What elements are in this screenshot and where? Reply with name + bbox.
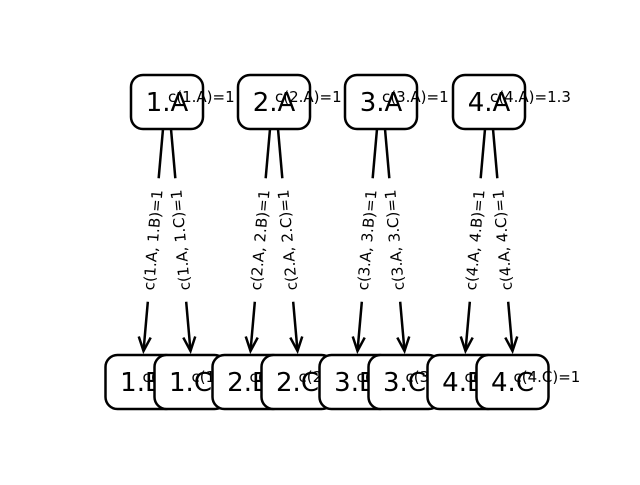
node-label: 4.A xyxy=(468,88,511,118)
arrow-head-icon xyxy=(351,336,366,355)
edge-label: c(2.A, 2.C)=1 xyxy=(274,189,301,291)
edge-label: c(4.A, 4.C)=1 xyxy=(489,189,516,291)
node-label: 3.A xyxy=(360,88,403,118)
edge-line xyxy=(142,301,150,352)
node-1-a: 1.Ac(1.A)=1 xyxy=(129,73,235,131)
edge-line xyxy=(383,128,391,179)
edge-1-a-to-1-b: c(1.A, 1.B)=1 xyxy=(137,128,167,355)
edge-1-a-to-1-c: c(1.A, 1.C)=1 xyxy=(167,128,197,355)
arrow-head-icon xyxy=(289,336,304,355)
edge-line xyxy=(491,128,499,179)
node-label: 2.A xyxy=(253,88,296,118)
arrow-head-icon xyxy=(137,336,152,355)
node-cost-label: c(4.A)=1.3 xyxy=(490,88,571,106)
node-4-c: 4.Cc(4.C)=1 xyxy=(475,353,581,411)
edge-label: c(3.A, 3.C)=1 xyxy=(381,189,408,291)
edge-3-a-to-3-b: c(3.A, 3.B)=1 xyxy=(351,128,381,355)
node-cost-label: c(4.C)=1 xyxy=(514,368,581,386)
edge-line xyxy=(157,128,165,179)
edge-line xyxy=(291,301,299,352)
node-2-a: 2.Ac(2.A)=1 xyxy=(236,73,342,131)
edge-line xyxy=(184,301,192,352)
edge-line xyxy=(398,301,406,352)
nodes-layer: 1.Bc(1.B)=11.Cc(1.C)=12.Bc(2.B)=12.Cc(2.… xyxy=(104,73,581,411)
node-label: 4.C xyxy=(491,368,534,398)
node-3-a: 3.Ac(3.A)=1 xyxy=(343,73,449,131)
node-box xyxy=(236,73,312,131)
edge-line xyxy=(371,128,379,179)
edge-label: c(1.A, 1.C)=1 xyxy=(167,189,194,291)
node-box xyxy=(451,73,527,131)
edge-line xyxy=(249,301,257,352)
edge-4-a-to-4-c: c(4.A, 4.C)=1 xyxy=(489,128,519,355)
node-cost-label: c(3.A)=1 xyxy=(382,88,449,106)
node-label: 1.A xyxy=(146,88,189,118)
edge-label: c(4.A, 4.B)=1 xyxy=(462,189,489,291)
edge-line xyxy=(464,301,472,352)
edge-2-a-to-2-b: c(2.A, 2.B)=1 xyxy=(244,128,274,355)
node-box xyxy=(343,73,419,131)
edge-4-a-to-4-b: c(4.A, 4.B)=1 xyxy=(459,128,489,355)
node-box xyxy=(129,73,205,131)
edge-label: c(3.A, 3.B)=1 xyxy=(354,189,381,291)
edges-layer: c(1.A, 1.B)=1 c(1.A, 1.C)=1 c(2.A, 2.B)=1 c… xyxy=(137,128,519,355)
edge-3-a-to-3-c: c(3.A, 3.C)=1 xyxy=(381,128,411,355)
node-cost-label: c(1.A)=1 xyxy=(168,88,235,106)
arrow-head-icon xyxy=(182,336,197,355)
edge-line xyxy=(169,128,177,179)
node-box xyxy=(475,353,550,411)
node-label: 3.C xyxy=(383,368,426,398)
edge-line xyxy=(479,128,487,179)
arrow-head-icon xyxy=(396,336,411,355)
arrow-head-icon xyxy=(459,336,474,355)
edge-label: c(2.A, 2.B)=1 xyxy=(247,189,274,291)
node-cost-label: c(2.A)=1 xyxy=(275,88,342,106)
edge-2-a-to-2-c: c(2.A, 2.C)=1 xyxy=(274,128,304,355)
node-label: 1.C xyxy=(169,368,212,398)
node-4-a: 4.Ac(4.A)=1.3 xyxy=(451,73,571,131)
arrow-head-icon xyxy=(244,336,259,355)
node-label: 2.C xyxy=(276,368,319,398)
arrow-head-icon xyxy=(504,336,519,355)
edge-line xyxy=(356,301,364,352)
edge-line xyxy=(264,128,272,179)
edge-label: c(1.A, 1.B)=1 xyxy=(140,189,167,291)
edge-line xyxy=(276,128,284,179)
edge-line xyxy=(506,301,514,352)
